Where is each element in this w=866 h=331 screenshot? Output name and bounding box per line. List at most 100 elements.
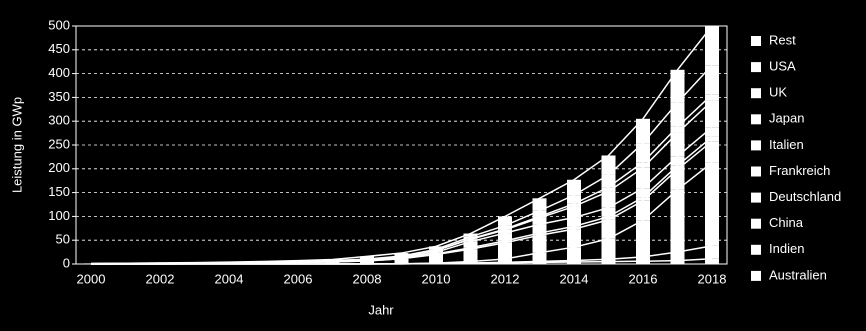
bar-segment (705, 258, 719, 264)
bar-segment (256, 261, 271, 263)
bar-segment (636, 261, 650, 264)
bar-segment (498, 225, 512, 230)
bar-segment (394, 253, 409, 257)
bar-segment (567, 229, 581, 248)
y-tick-label: 400 (48, 65, 70, 80)
y-tick-label: 250 (48, 136, 70, 151)
bar-segment (429, 249, 443, 251)
bar-segment (532, 216, 547, 218)
legend-swatch (751, 270, 761, 281)
bar-segment (670, 169, 685, 190)
bar-segment (636, 162, 650, 168)
legend-label: Frankreich (769, 163, 830, 178)
bar-segment (532, 252, 547, 262)
bar-segment (601, 238, 616, 260)
bar-segment (291, 261, 305, 263)
bar-segment (325, 261, 340, 264)
bar-segment (670, 260, 685, 264)
bar-segment (601, 191, 616, 208)
bar-segment (222, 263, 236, 264)
bar-segment (498, 258, 512, 263)
x-tick-label: 2012 (491, 271, 520, 286)
y-tick-label: 350 (48, 89, 70, 104)
bar-segment (567, 226, 581, 230)
x-tick-label: 2018 (698, 271, 727, 286)
bar-segment (705, 141, 719, 163)
bar-segment (325, 259, 340, 261)
bar-segment (463, 263, 478, 264)
y-tick-label: 100 (48, 208, 70, 223)
bar-segment (636, 200, 650, 221)
bar-segment (601, 155, 616, 175)
bar-segment (567, 206, 581, 218)
bar-segment (567, 217, 581, 227)
x-tick-label: 2002 (146, 271, 175, 286)
bar-segment (670, 252, 685, 261)
bar-segment (705, 100, 719, 128)
legend-label: Deutschland (769, 189, 841, 204)
bar-segment (567, 195, 581, 204)
bar-segment (153, 262, 167, 264)
bar-segment (601, 216, 616, 220)
bar-segment (532, 262, 547, 264)
bar-segment (636, 167, 650, 189)
bar-segment (567, 262, 581, 264)
y-tick-label: 50 (56, 232, 70, 247)
x-tick-label: 2000 (77, 271, 106, 286)
bar-segment (429, 246, 443, 250)
bar-segment (394, 256, 409, 259)
bar-segment (636, 220, 650, 257)
bar-segment (429, 250, 443, 253)
bar-segment (463, 233, 478, 237)
bar-segment (498, 240, 512, 243)
y-tick-label: 450 (48, 41, 70, 56)
bar-segment (705, 26, 719, 66)
bar-segment (429, 253, 443, 255)
bar-segment (498, 229, 512, 230)
legend-label: China (769, 215, 804, 230)
bar-segment (636, 143, 650, 163)
bar-segment (498, 262, 512, 264)
bar-segment (291, 262, 305, 264)
bar-segment (222, 262, 236, 264)
legend-label: Italien (769, 137, 804, 152)
bar-segment (705, 94, 719, 101)
legend-swatch (751, 36, 761, 46)
bar-segment (360, 256, 374, 260)
bar-segment (670, 165, 685, 170)
bar-segment (463, 239, 478, 242)
legend-label: Australien (769, 267, 827, 282)
bar-segment (360, 259, 374, 261)
bar-segment (670, 102, 685, 127)
y-tick-label: 500 (48, 17, 70, 32)
bar-segment (360, 261, 374, 264)
bar-segment (463, 241, 478, 248)
y-tick-label: 150 (48, 184, 70, 199)
bar-segment (636, 197, 650, 201)
bar-segment (394, 258, 409, 264)
bar-segment (532, 217, 547, 225)
bar-segment (394, 256, 409, 257)
legend-swatch (751, 218, 761, 229)
bar-segment (705, 245, 719, 259)
bar-segment (256, 262, 271, 263)
bar-segment (394, 258, 409, 259)
bar-segment (498, 216, 512, 226)
bar-segment (567, 247, 581, 261)
legend-swatch (751, 114, 761, 125)
bar-segment (429, 254, 443, 264)
bar-segment (187, 262, 202, 264)
bar-segment (463, 261, 478, 264)
bar-segment (325, 260, 340, 262)
bar-segment (256, 262, 271, 264)
bar-segment (705, 127, 719, 137)
y-axis-label: Leistung in GWp (9, 97, 24, 193)
bar-segment (532, 233, 547, 236)
bar-segment (532, 198, 547, 211)
legend-label: Japan (769, 111, 804, 126)
legend-label: USA (769, 59, 796, 74)
y-tick-label: 300 (48, 113, 70, 128)
y-tick-label: 0 (63, 255, 70, 270)
